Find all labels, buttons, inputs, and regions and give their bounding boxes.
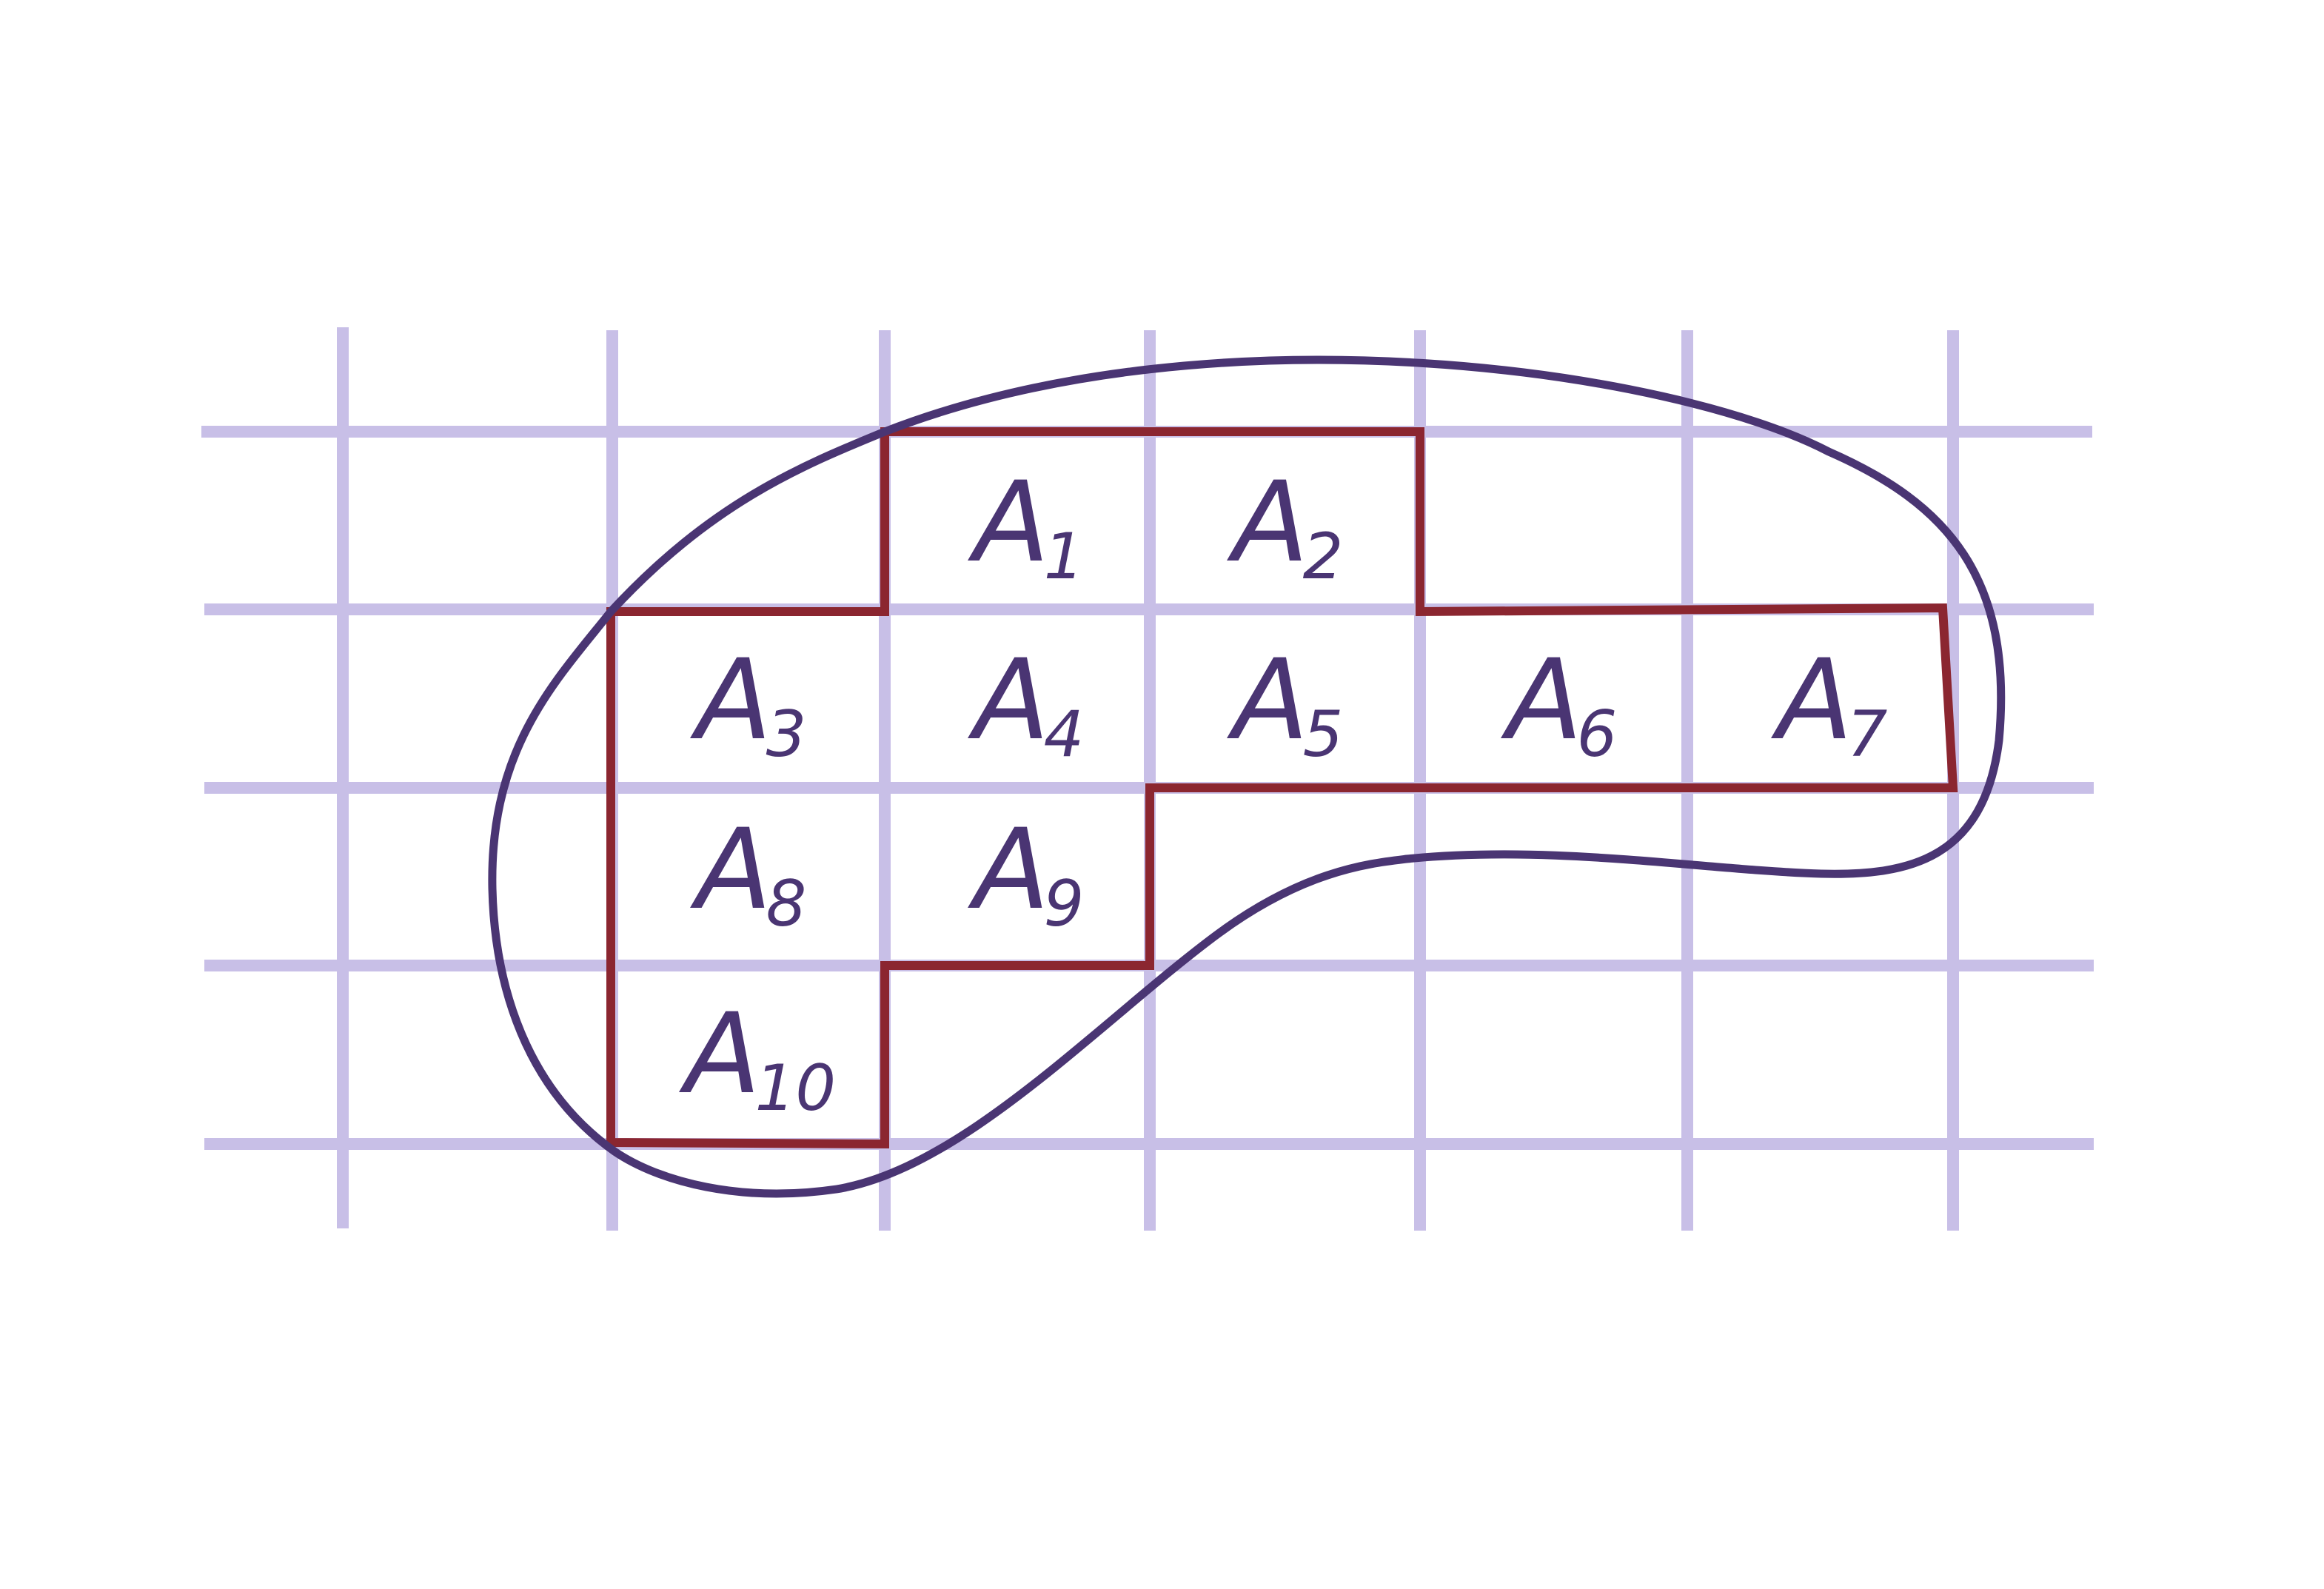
cell-label-a10: A10 [679,990,836,1125]
cell-label-a1: A1 [968,458,1084,594]
cell-label-a8: A8 [690,806,806,941]
cell-label-subscript: 10 [755,1051,836,1125]
cell-label-subscript: 4 [1044,698,1085,772]
cell-label-a6: A6 [1501,636,1617,772]
grid [201,327,2094,1231]
cell-label-base: A [968,636,1050,765]
cell-label-a7: A7 [1771,636,1887,772]
cell-label-a3: A3 [690,636,806,772]
cell-label-subscript: 1 [1044,520,1085,594]
cell-label-base: A [690,806,772,934]
cell-label-subscript: 6 [1577,698,1618,772]
cell-label-subscript: 7 [1847,698,1888,772]
cell-label-subscript: 3 [766,698,807,772]
cell-label-base: A [1227,636,1309,765]
cell-label-a9: A9 [968,806,1084,941]
cell-label-base: A [1227,458,1309,587]
irregular-region-outline [488,355,2006,1198]
cell-label-base: A [968,806,1050,934]
cell-label-subscript: 9 [1044,867,1085,941]
cell-label-subscript: 5 [1303,698,1344,772]
cell-label-base: A [1501,636,1583,765]
cell-label-subscript: 2 [1303,520,1344,594]
cell-label-a5: A5 [1227,636,1343,772]
cell-label-a4: A4 [968,636,1084,772]
cell-label-base: A [968,458,1050,587]
cell-label-base: A [679,990,761,1119]
cell-label-a2: A2 [1227,458,1343,594]
cell-label-base: A [690,636,772,765]
cell-label-base: A [1771,636,1853,765]
cell-label-subscript: 8 [766,867,807,941]
